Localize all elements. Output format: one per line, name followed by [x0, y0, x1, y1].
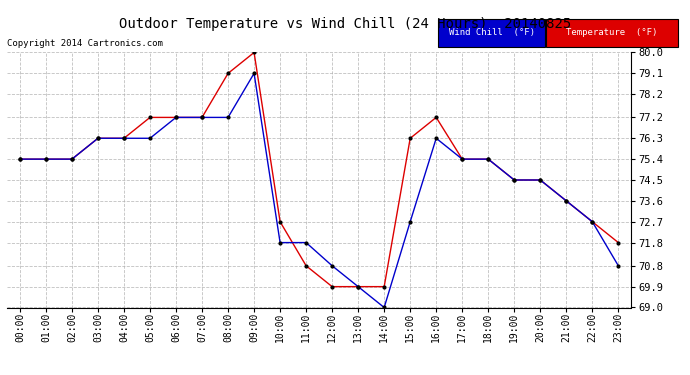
Text: Copyright 2014 Cartronics.com: Copyright 2014 Cartronics.com	[7, 39, 163, 48]
Text: Outdoor Temperature vs Wind Chill (24 Hours)  20140825: Outdoor Temperature vs Wind Chill (24 Ho…	[119, 17, 571, 31]
Text: Wind Chill  (°F): Wind Chill (°F)	[448, 28, 535, 38]
Text: Temperature  (°F): Temperature (°F)	[566, 28, 658, 38]
